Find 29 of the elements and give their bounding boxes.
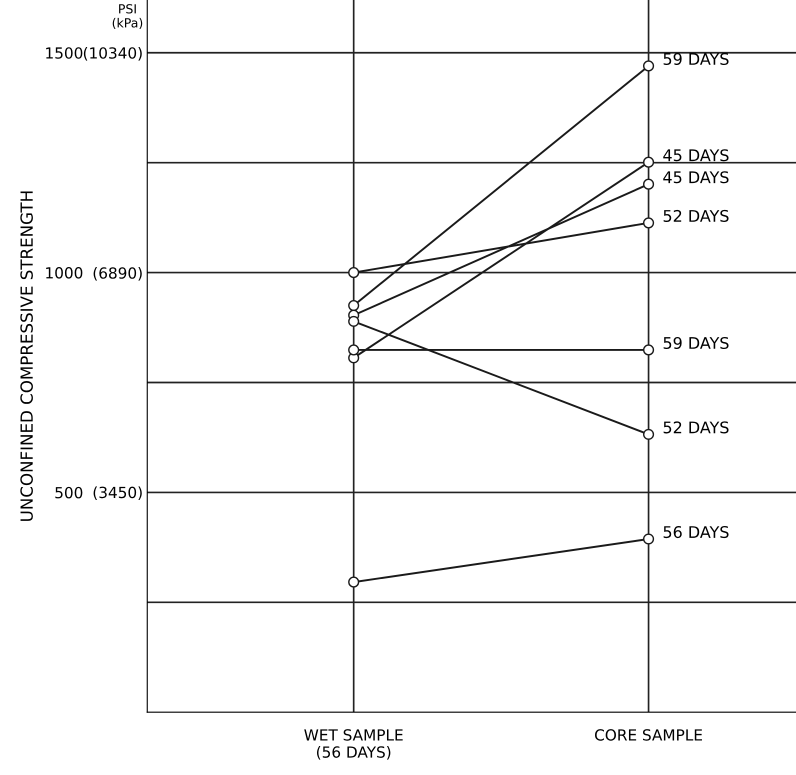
y-tick-label: 1500 [46,47,82,59]
y-axis-title: UNCONFINED COMPRESSIVE STRENGTH [20,192,33,521]
x-tick-label: CORE SAMPLE [595,729,702,741]
point [348,267,360,278]
point [643,217,654,228]
annotation: 52 DAYS [664,421,729,434]
text: PSI (kPa) [112,4,142,30]
annotation: 56 DAYS [664,526,729,538]
annotation: 45 DAYS [663,171,729,184]
point [643,533,654,545]
annotation: 45 DAYS [663,149,729,162]
x-tick-label: WET SAMPLE (56 DAYS) [304,729,403,760]
point [643,156,654,168]
y2-tick-label: (6890) [94,266,142,281]
point [643,344,654,356]
y2-tick-label: (3450) [94,486,142,500]
y-tick-label: 500 [55,486,82,498]
annotation: 52 DAYS [664,210,729,222]
y2-tick-label: (10340) [84,46,142,61]
point [643,428,654,440]
annotation: 59 DAYS [664,336,729,350]
annotation: 59 DAYS [664,52,729,66]
point [643,178,654,190]
y-tick-label: 1000 [46,267,82,279]
point [348,300,360,312]
point [348,316,360,327]
point [348,344,360,356]
point [643,60,654,72]
point [348,576,360,588]
